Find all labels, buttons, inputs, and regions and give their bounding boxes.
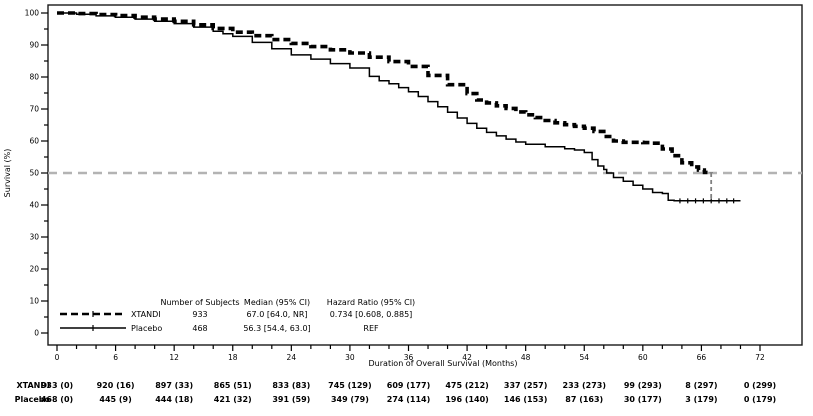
xtandi-curve (57, 11, 713, 175)
at-risk-cell: 146 (153) (504, 395, 548, 404)
y-axis-tick-label: 30 (29, 233, 39, 242)
at-risk-cell: 920 (16) (97, 381, 135, 390)
censor-mark (685, 198, 691, 204)
x-axis-tick-label: 48 (521, 353, 531, 362)
legend-series-label: XTANDI (131, 310, 161, 319)
y-axis-tick-label: 60 (29, 137, 39, 146)
x-axis-tick-label: 54 (579, 353, 589, 362)
x-axis-tick-label: 72 (755, 353, 765, 362)
y-axis-tick-label: 80 (29, 73, 39, 82)
legend-value: 933 (192, 310, 207, 319)
censor-mark (700, 198, 706, 204)
y-axis-tick-label: 0 (34, 329, 39, 338)
plot-frame (47, 4, 803, 346)
censor-mark (724, 198, 730, 204)
at-risk-cell: 99 (293) (624, 381, 662, 390)
at-risk-cell: 897 (33) (155, 381, 193, 390)
x-axis-tick-label: 30 (345, 353, 355, 362)
legend-series-label: Placebo (131, 324, 162, 333)
at-risk-cell: 391 (59) (272, 395, 310, 404)
y-axis-tick-label: 10 (29, 297, 39, 306)
x-axis-tick-label: 24 (287, 353, 297, 362)
y-axis-tick-label: 40 (29, 201, 39, 210)
y-axis-tick-label: 90 (29, 41, 39, 50)
at-risk-cell: 30 (177) (624, 395, 662, 404)
legend-value: REF (363, 324, 379, 333)
x-axis-tick-label: 66 (697, 353, 707, 362)
x-axis-tick-label: 36 (404, 353, 414, 362)
at-risk-cell: 421 (32) (214, 395, 252, 404)
legend-column-header: Number of Subjects (160, 298, 239, 307)
x-axis-tick-label: 18 (228, 353, 238, 362)
at-risk-cell: 933 (0) (41, 381, 73, 390)
censor-mark (708, 198, 714, 204)
at-risk-cell: 745 (129) (328, 381, 372, 390)
at-risk-row-label: XTANDI (16, 381, 50, 390)
at-risk-cell: 865 (51) (214, 381, 252, 390)
at-risk-cell: 475 (212) (445, 381, 489, 390)
x-axis-tick-label: 6 (113, 353, 118, 362)
at-risk-cell: 8 (297) (685, 381, 717, 390)
at-risk-cell: 196 (140) (445, 395, 489, 404)
censor-mark (731, 198, 737, 204)
at-risk-cell: 274 (114) (387, 395, 431, 404)
censor-mark (677, 198, 683, 204)
x-axis-tick-label: 12 (169, 353, 179, 362)
legend (60, 311, 126, 331)
at-risk-cell: 445 (9) (99, 395, 131, 404)
at-risk-cell: 337 (257) (504, 381, 548, 390)
legend-value: 67.0 [64.0, NR] (246, 310, 307, 319)
legend-value: 56.3 [54.4, 63.0] (243, 324, 310, 333)
legend-column-header: Hazard Ratio (95% CI) (327, 298, 415, 307)
x-axis-tick-label: 42 (462, 353, 472, 362)
censor-mark (693, 198, 699, 204)
at-risk-cell: 0 (299) (744, 381, 776, 390)
censor-mark (716, 198, 722, 204)
x-axis-title: Duration of Overall Survival (Months) (369, 359, 518, 368)
at-risk-cell: 87 (163) (565, 395, 603, 404)
at-risk-cell: 444 (18) (155, 395, 193, 404)
at-risk-cell: 0 (179) (744, 395, 776, 404)
at-risk-row-label: Placebo (15, 395, 51, 404)
y-axis-tick-label: 20 (29, 265, 39, 274)
x-axis-tick-label: 0 (55, 353, 60, 362)
at-risk-cell: 233 (273) (563, 381, 607, 390)
at-risk-cell: 468 (0) (41, 395, 73, 404)
legend-column-header: Median (95% CI) (244, 298, 310, 307)
at-risk-cell: 609 (177) (387, 381, 431, 390)
y-axis-tick-label: 70 (29, 105, 39, 114)
placebo-curve (57, 12, 741, 202)
legend-value: 0.734 [0.608, 0.885] (330, 310, 413, 319)
y-axis-title: Survival (%) (3, 149, 12, 198)
at-risk-cell: 3 (179) (685, 395, 717, 404)
at-risk-cell: 833 (83) (272, 381, 310, 390)
at-risk-cell: 349 (79) (331, 395, 369, 404)
y-axis-tick-label: 50 (29, 169, 39, 178)
legend-value: 468 (192, 324, 207, 333)
x-axis-tick-label: 60 (638, 353, 648, 362)
y-axis-tick-label: 100 (25, 9, 40, 18)
